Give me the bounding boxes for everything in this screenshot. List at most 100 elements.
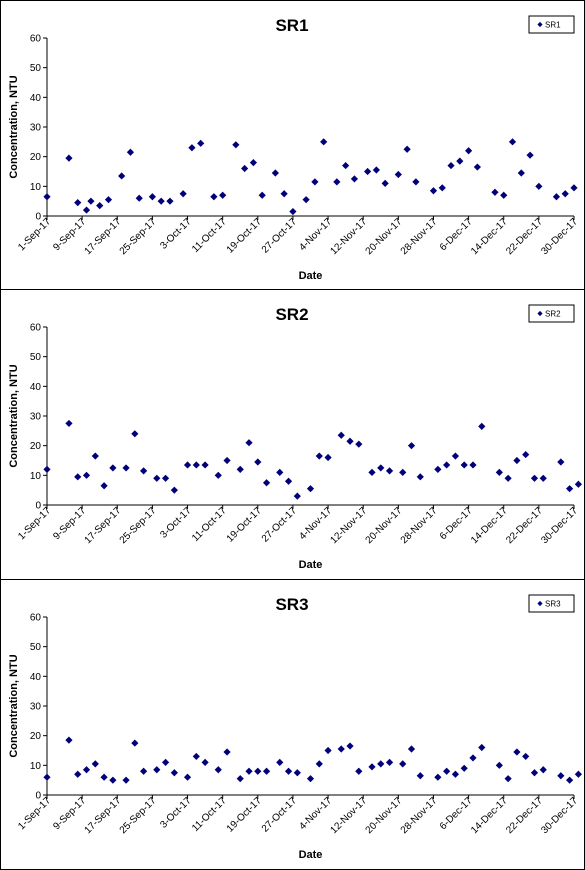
data-point [465, 147, 473, 155]
data-point [249, 159, 258, 167]
data-point [306, 485, 315, 493]
data-point [289, 207, 297, 216]
data-point [82, 471, 91, 479]
data-point [293, 769, 301, 777]
data-point [258, 191, 266, 199]
data-point [574, 480, 582, 488]
x-tick-label: 27-Oct-17 [260, 505, 300, 545]
data-point [491, 188, 499, 196]
data-point [570, 184, 578, 192]
data-point [210, 193, 218, 201]
data-point [412, 178, 420, 186]
x-tick-label: 30-Dec-17 [539, 505, 580, 546]
x-tick-label: 28-Nov-17 [399, 216, 440, 257]
data-point [219, 191, 227, 199]
data-point [456, 157, 464, 165]
x-tick-label: 30-Dec-17 [539, 216, 580, 257]
chart-sr3: SR301020304050601-Sep-179-Sep-1717-Sep-1… [8, 594, 582, 861]
x-tick-label: 20-Nov-17 [364, 505, 405, 546]
x-tick-label: 20-Nov-17 [364, 216, 405, 257]
data-point [513, 748, 521, 756]
y-tick-label: 50 [30, 352, 42, 363]
x-tick-label: 17-Sep-17 [83, 216, 124, 257]
data-point [363, 167, 372, 176]
data-point [254, 458, 262, 466]
data-point [236, 465, 244, 473]
x-axis-label: Date [299, 849, 323, 861]
chart-sr2: SR201020304050601-Sep-179-Sep-1717-Sep-1… [8, 304, 582, 571]
data-point [311, 178, 319, 186]
data-point [74, 473, 82, 481]
x-tick-label: 11-Oct-17 [190, 216, 229, 255]
data-point [183, 461, 192, 469]
legend-box [528, 15, 575, 34]
data-point [122, 776, 130, 784]
data-point [153, 766, 161, 774]
data-point [82, 206, 91, 214]
data-point [434, 773, 442, 781]
data-point [192, 752, 200, 761]
data-point [539, 474, 547, 482]
data-point [443, 461, 451, 469]
data-point [530, 769, 539, 777]
data-point [324, 746, 332, 755]
y-tick-label: 20 [30, 441, 42, 452]
data-point [293, 492, 301, 500]
data-point [91, 760, 99, 768]
data-point [337, 431, 345, 439]
chart-panel-sr3: SR3 0 10 20 30 40 50 60 1-Sep-17 9-Sep-17 17-Sep-1… [0, 579, 585, 870]
data-point [284, 767, 293, 775]
data-point [302, 196, 310, 204]
legend-marker [537, 600, 543, 607]
data-point [460, 461, 468, 469]
data-point [315, 760, 323, 768]
data-point [460, 764, 468, 772]
data-point [385, 758, 394, 766]
data-point [355, 767, 363, 775]
data-point [192, 461, 200, 469]
data-point [333, 178, 341, 186]
x-tick-label: 14-Dec-17 [469, 795, 510, 836]
x-axis-label: Date [299, 559, 323, 571]
y-tick-label: 30 [30, 123, 42, 134]
x-tick-label: 3-Oct-17 [158, 795, 194, 831]
data-point [201, 758, 209, 766]
data-point [526, 151, 534, 159]
data-point [517, 169, 525, 177]
x-tick-label: 11-Oct-17 [190, 505, 229, 544]
data-point [140, 767, 148, 775]
data-point [522, 450, 530, 459]
y-tick-label: 60 [30, 613, 42, 624]
x-tick-label: 3-Oct-17 [158, 505, 194, 541]
data-point [214, 766, 222, 774]
data-point [434, 465, 442, 473]
data-point [161, 758, 170, 766]
legend-box [528, 304, 575, 323]
y-axis-label: Concentration, NTU [8, 75, 20, 178]
x-axis-label: Date [299, 270, 323, 282]
data-point [271, 169, 279, 177]
data-point [157, 197, 165, 205]
data-point [342, 161, 350, 170]
data-point [161, 474, 170, 482]
legend: SR1 [528, 15, 575, 34]
data-point [513, 456, 521, 465]
chart-title-sr2: SR2 [275, 305, 308, 324]
data-point [135, 194, 143, 202]
data-point [377, 464, 385, 472]
data-point [557, 772, 565, 780]
y-tick-label: 40 [30, 672, 42, 683]
data-point [126, 148, 135, 156]
data-point [197, 139, 205, 147]
data-point [394, 170, 402, 179]
legend-label: SR3 [545, 600, 561, 609]
data-point [320, 138, 328, 146]
data-point [188, 144, 196, 152]
data-point [399, 760, 407, 768]
x-tick-label: 30-Dec-17 [539, 795, 580, 836]
x-tick-label: 19-Oct-17 [225, 505, 265, 545]
data-point [399, 468, 407, 476]
data-point [280, 190, 288, 198]
data-point [236, 775, 244, 783]
data-point [65, 736, 73, 744]
